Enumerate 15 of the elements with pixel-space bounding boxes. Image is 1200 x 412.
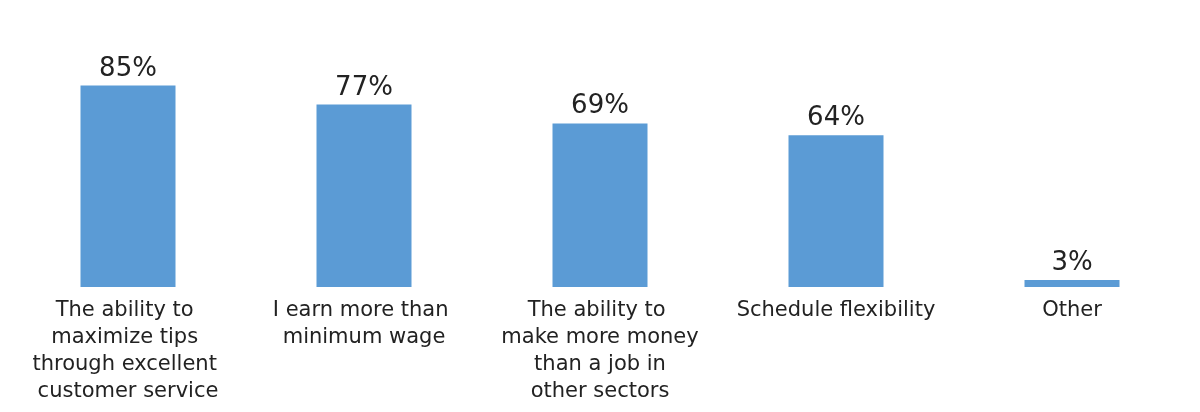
data-label: 85%	[99, 51, 157, 82]
bar	[1024, 279, 1120, 287]
x-tick-label: Other	[1042, 296, 1103, 321]
data-label: 69%	[571, 89, 629, 120]
x-tick-label: The ability to maximize tips through excellent customer service	[32, 296, 224, 402]
data-label: 3%	[1051, 245, 1093, 276]
bar	[552, 123, 648, 287]
x-tick-label: I earn more than minimum wage	[272, 296, 456, 348]
data-label: 64%	[807, 101, 865, 132]
data-label: 77%	[335, 70, 393, 101]
bar	[788, 135, 884, 287]
x-tick-label: Schedule flexibility	[736, 296, 936, 321]
x-tick-label: The ability to make more money than a job in other sectors	[501, 296, 699, 402]
bar	[316, 104, 412, 287]
bar	[80, 85, 176, 287]
